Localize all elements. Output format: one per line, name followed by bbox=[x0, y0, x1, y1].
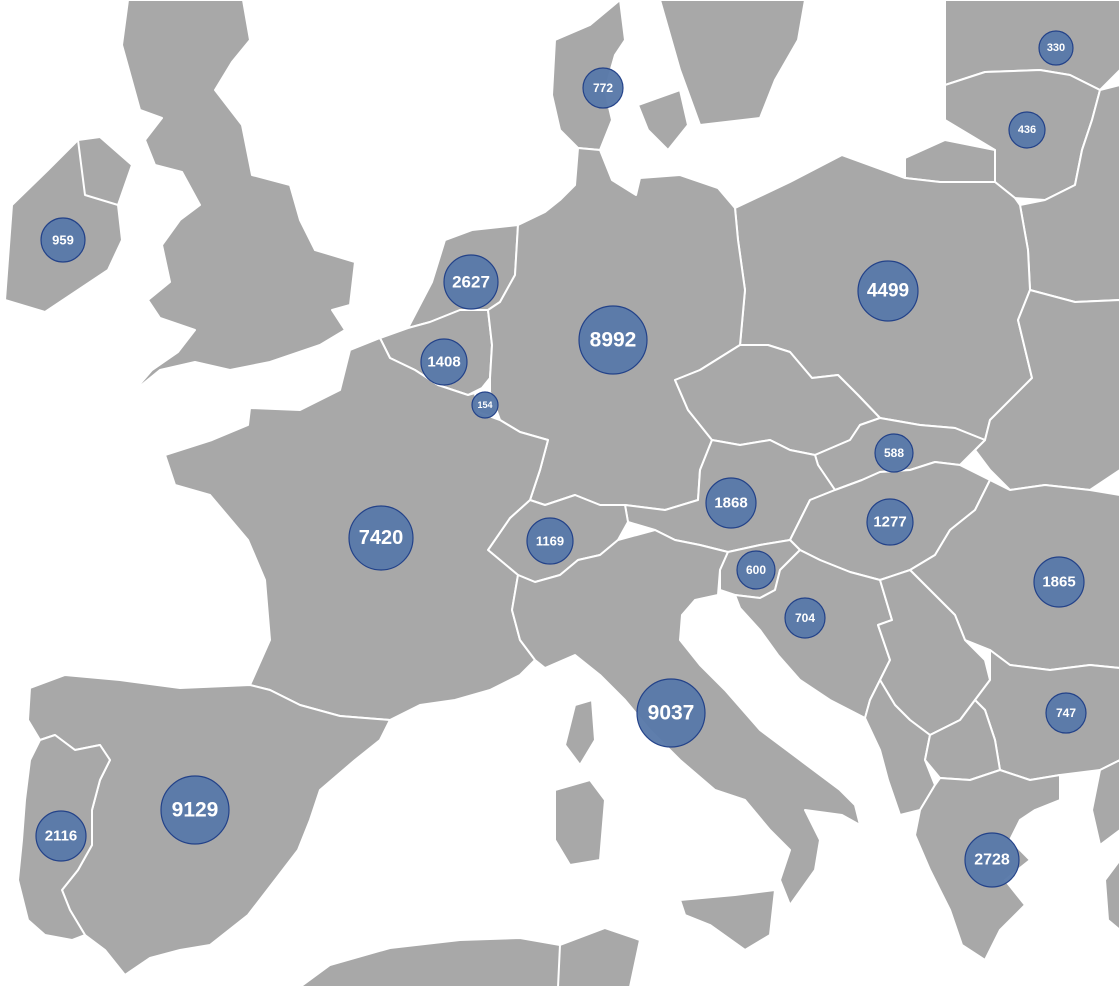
marker-circle-poland[interactable] bbox=[857, 260, 919, 322]
marker-belgium[interactable]: 1408 bbox=[420, 338, 468, 386]
marker-label-romania: 1865 bbox=[1042, 574, 1075, 591]
marker-circle-italy[interactable] bbox=[636, 678, 706, 748]
land-ukraine bbox=[974, 289, 1120, 491]
marker-circle-slovakia[interactable] bbox=[874, 433, 914, 473]
marker-label-poland: 4499 bbox=[867, 281, 909, 302]
marker-latvia[interactable]: 330 bbox=[1038, 30, 1074, 66]
marker-label-austria: 1868 bbox=[714, 495, 747, 512]
marker-ireland[interactable]: 959 bbox=[40, 217, 86, 263]
marker-switzerland[interactable]: 1169 bbox=[526, 517, 574, 565]
marker-france[interactable]: 7420 bbox=[348, 505, 414, 571]
marker-italy[interactable]: 9037 bbox=[636, 678, 706, 748]
marker-circle-ireland[interactable] bbox=[40, 217, 86, 263]
marker-label-italy: 9037 bbox=[648, 702, 695, 725]
marker-greece[interactable]: 2728 bbox=[964, 832, 1020, 888]
land-sicily bbox=[679, 889, 776, 951]
marker-poland[interactable]: 4499 bbox=[857, 260, 919, 322]
marker-circle-latvia[interactable] bbox=[1038, 30, 1074, 66]
marker-circle-denmark[interactable] bbox=[582, 67, 624, 109]
marker-circle-romania[interactable] bbox=[1033, 556, 1085, 608]
marker-circle-germany[interactable] bbox=[578, 305, 648, 375]
marker-label-spain: 9129 bbox=[172, 799, 219, 822]
marker-label-bulgaria: 747 bbox=[1056, 706, 1076, 720]
land-sweden bbox=[659, 0, 806, 126]
marker-label-latvia: 330 bbox=[1047, 42, 1065, 54]
marker-slovakia[interactable]: 588 bbox=[874, 433, 914, 473]
marker-circle-france[interactable] bbox=[348, 505, 414, 571]
marker-circle-spain[interactable] bbox=[160, 775, 230, 845]
marker-portugal[interactable]: 2116 bbox=[35, 810, 87, 862]
marker-lithuania[interactable]: 436 bbox=[1008, 111, 1046, 149]
marker-circle-portugal[interactable] bbox=[35, 810, 87, 862]
land-turkey bbox=[1091, 759, 1120, 846]
land-great-britain bbox=[121, 0, 356, 393]
marker-luxembourg[interactable]: 154 bbox=[471, 391, 499, 419]
marker-label-greece: 2728 bbox=[974, 852, 1010, 869]
marker-label-ireland: 959 bbox=[52, 233, 74, 248]
marker-label-slovakia: 588 bbox=[884, 446, 904, 460]
land-zealand bbox=[637, 89, 689, 151]
land-turkey-east bbox=[1104, 859, 1120, 931]
marker-label-portugal: 2116 bbox=[45, 828, 78, 845]
marker-label-belgium: 1408 bbox=[427, 354, 460, 371]
marker-slovenia[interactable]: 600 bbox=[736, 550, 776, 590]
marker-circle-bulgaria[interactable] bbox=[1045, 692, 1087, 734]
marker-label-hungary: 1277 bbox=[873, 514, 906, 531]
marker-circle-switzerland[interactable] bbox=[526, 517, 574, 565]
marker-label-lithuania: 436 bbox=[1018, 124, 1036, 136]
marker-croatia[interactable]: 704 bbox=[784, 597, 826, 639]
marker-label-slovenia: 600 bbox=[746, 563, 766, 577]
marker-circle-lithuania[interactable] bbox=[1008, 111, 1046, 149]
marker-circle-hungary[interactable] bbox=[866, 498, 914, 546]
land-northern-ireland bbox=[77, 136, 133, 206]
land-tunisia bbox=[557, 927, 641, 987]
marker-circle-croatia[interactable] bbox=[784, 597, 826, 639]
marker-romania[interactable]: 1865 bbox=[1033, 556, 1085, 608]
land-north-macedonia bbox=[924, 699, 1001, 781]
marker-circle-netherlands[interactable] bbox=[443, 254, 499, 310]
marker-label-switzerland: 1169 bbox=[536, 534, 564, 549]
marker-netherlands[interactable]: 2627 bbox=[443, 254, 499, 310]
marker-circle-luxembourg[interactable] bbox=[471, 391, 499, 419]
land-corsica bbox=[564, 699, 596, 766]
marker-austria[interactable]: 1868 bbox=[705, 477, 757, 529]
marker-hungary[interactable]: 1277 bbox=[866, 498, 914, 546]
marker-layer: 959 772 330 436 2627 8992 4499 1408 154 588 1868 12… bbox=[35, 30, 1087, 888]
marker-denmark[interactable]: 772 bbox=[582, 67, 624, 109]
marker-label-france: 7420 bbox=[359, 527, 404, 549]
marker-label-croatia: 704 bbox=[795, 611, 815, 625]
marker-label-luxembourg: 154 bbox=[477, 400, 492, 410]
marker-bulgaria[interactable]: 747 bbox=[1045, 692, 1087, 734]
marker-circle-slovenia[interactable] bbox=[736, 550, 776, 590]
marker-circle-belgium[interactable] bbox=[420, 338, 468, 386]
marker-spain[interactable]: 9129 bbox=[160, 775, 230, 845]
marker-germany[interactable]: 8992 bbox=[578, 305, 648, 375]
marker-circle-austria[interactable] bbox=[705, 477, 757, 529]
marker-label-germany: 8992 bbox=[590, 329, 637, 352]
marker-label-denmark: 772 bbox=[593, 81, 613, 95]
marker-label-netherlands: 2627 bbox=[452, 273, 490, 292]
marker-circle-greece[interactable] bbox=[964, 832, 1020, 888]
land-sardinia bbox=[554, 779, 606, 866]
